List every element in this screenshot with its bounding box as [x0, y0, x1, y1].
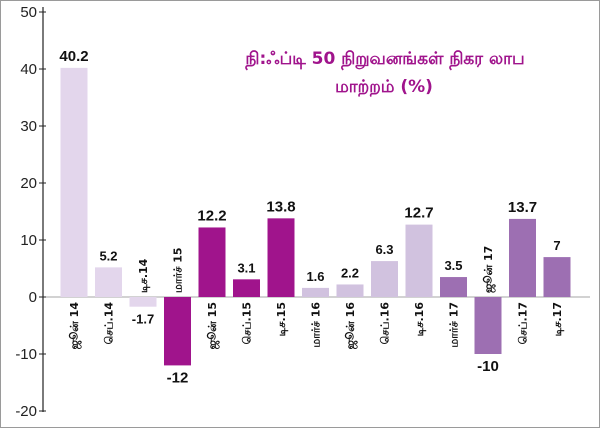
- value-label-15: 7: [553, 238, 560, 253]
- value-label-9: 2.2: [341, 265, 359, 280]
- chart-title-line-2: மாற்றம் (%): [335, 77, 433, 97]
- bar-13: [474, 297, 502, 354]
- bar-8: [302, 287, 329, 297]
- bar-3: [129, 297, 157, 307]
- y-tick-label: 40: [20, 61, 37, 78]
- value-label-1: 40.2: [59, 48, 88, 65]
- value-label-8: 1.6: [306, 269, 324, 284]
- bar-1: [60, 67, 88, 297]
- bar-14: [509, 218, 536, 297]
- value-label-14: 13.7: [508, 199, 537, 216]
- category-label-9: ஜூன் 16: [344, 302, 358, 350]
- category-label-5: ஜூன் 15: [206, 302, 220, 349]
- value-label-13: -10: [477, 358, 499, 375]
- y-tick-label: -10: [15, 346, 37, 363]
- y-tick-label: 50: [20, 4, 37, 21]
- bar-4: [164, 297, 191, 366]
- value-label-5: 12.2: [197, 207, 226, 224]
- chart-title-line-1: நி:ஃப்டி 50 நிறுவனங்கள் நிகர லாப: [244, 49, 524, 71]
- axes: -20 -10 0 10 20 30 40 50: [15, 4, 590, 420]
- value-label-10: 6.3: [375, 242, 393, 257]
- category-label-13: ஜூன் 17: [482, 246, 496, 293]
- category-label-8: மார்ச் 16: [310, 302, 323, 348]
- bars: [60, 67, 571, 366]
- bar-2: [95, 267, 122, 297]
- bar-6: [233, 279, 260, 297]
- value-label-2: 5.2: [99, 248, 117, 263]
- y-tick-label: 0: [29, 289, 37, 306]
- bar-12: [440, 277, 467, 297]
- value-label-3: -1.7: [132, 312, 154, 327]
- category-label-3: டிச.14: [137, 258, 150, 293]
- bar-11: [405, 224, 433, 297]
- y-tick-label: -20: [15, 403, 37, 420]
- category-label-10: செப்.16: [379, 302, 392, 345]
- category-label-14: செப்.17: [517, 302, 530, 344]
- value-label-4: -12: [167, 369, 189, 386]
- bar-10: [371, 261, 398, 297]
- labels: 40.2 ஜூன் 14 5.2 செப்.14 -1.7 டிச.14 -12 மார்ச்…: [59, 48, 564, 387]
- category-label-4: மார்ச் 15: [172, 247, 185, 293]
- value-label-7: 13.8: [266, 198, 295, 215]
- bar-5: [198, 227, 226, 297]
- y-tick-label: 30: [20, 118, 37, 135]
- bar-7: [267, 218, 295, 297]
- category-label-1: ஜூன் 14: [68, 302, 82, 350]
- bar-15: [543, 257, 571, 297]
- category-label-11: டிச.16: [413, 302, 426, 337]
- y-tick-label: 20: [20, 175, 37, 192]
- category-label-2: செப்.14: [103, 302, 116, 345]
- category-label-15: டிச.17: [551, 302, 564, 336]
- category-label-6: செப்.15: [241, 302, 254, 344]
- y-tick-label: 10: [20, 232, 37, 249]
- bar-9: [336, 284, 364, 297]
- value-label-12: 3.5: [444, 258, 462, 273]
- value-label-11: 12.7: [404, 205, 433, 222]
- category-label-12: மார்ச் 17: [448, 302, 461, 348]
- category-label-7: டிச.15: [275, 302, 288, 336]
- value-label-6: 3.1: [237, 260, 255, 275]
